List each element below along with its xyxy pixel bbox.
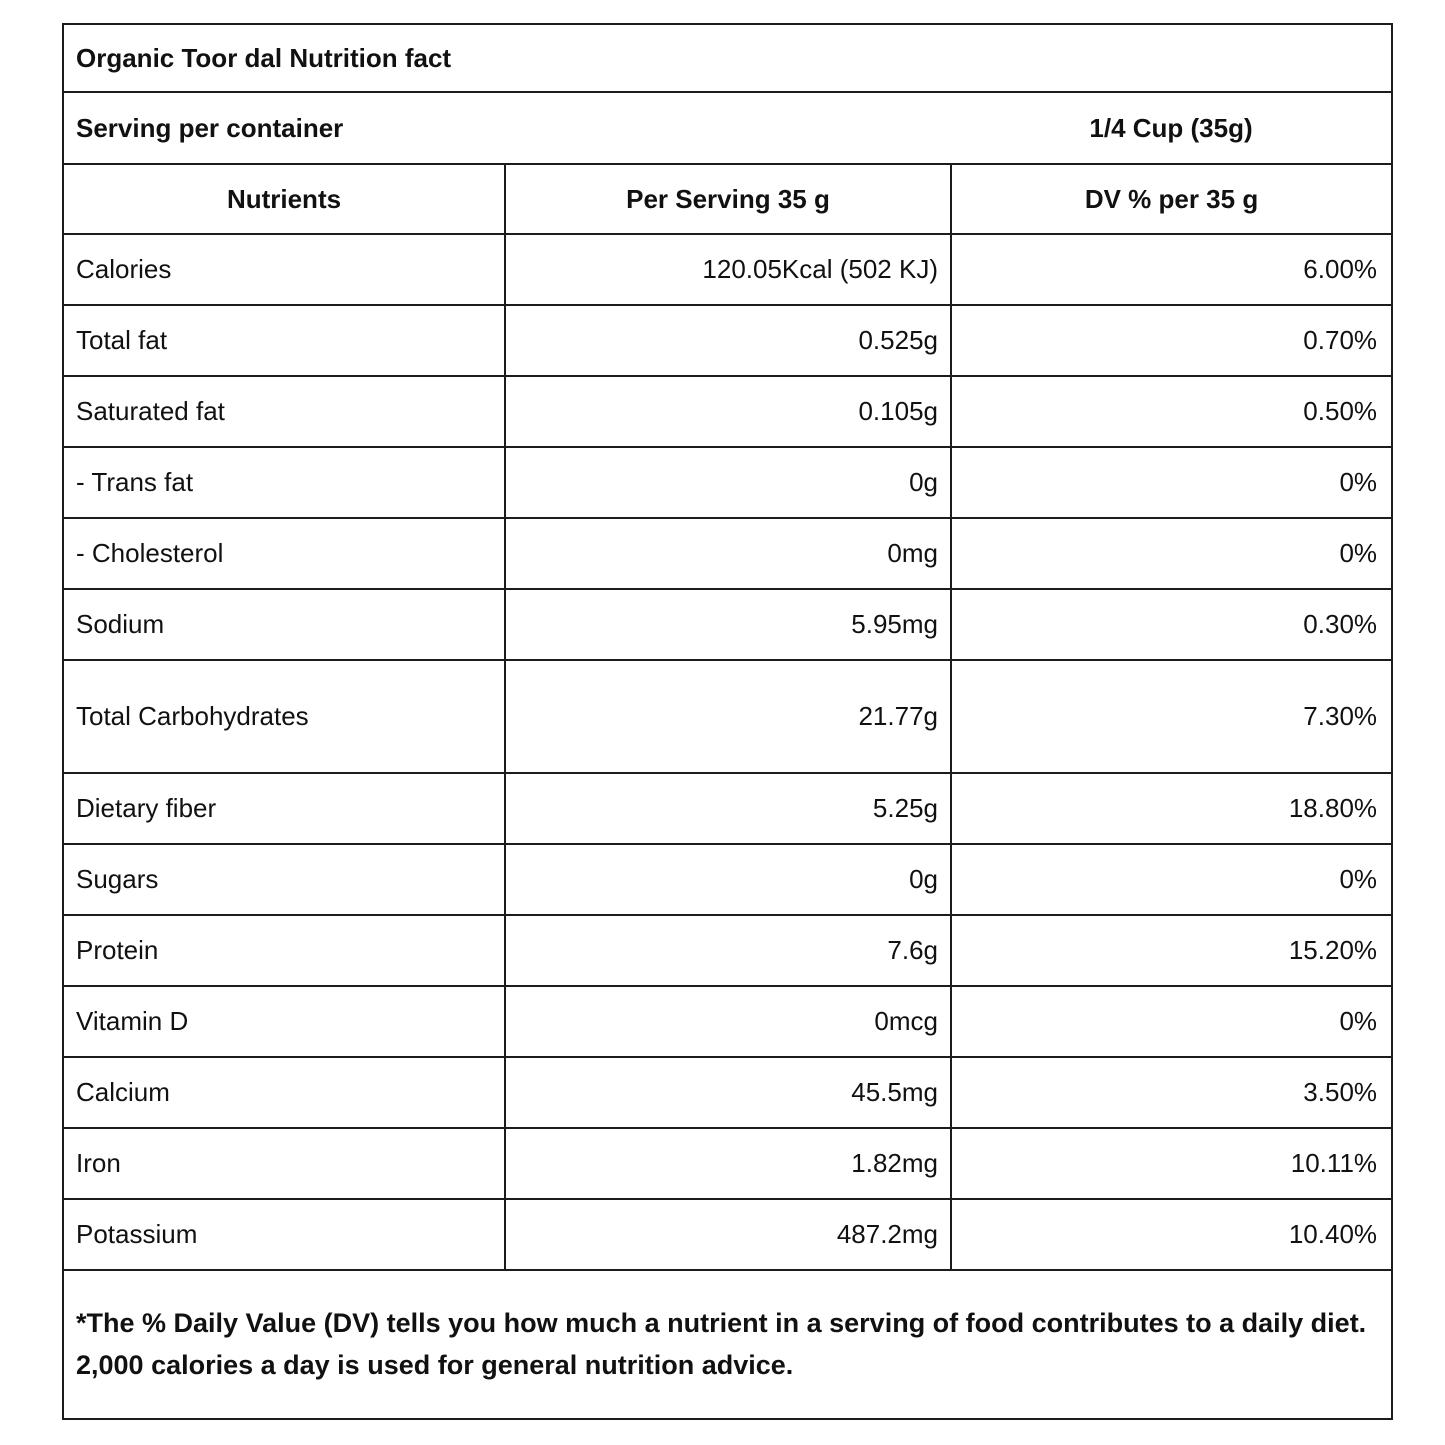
table-row-vitamin-d: Vitamin D 0mcg 0% (62, 985, 1394, 1058)
daily-value-footnote: *The % Daily Value (DV) tells you how mu… (61, 1269, 1394, 1420)
nutrient-name: - Cholesterol (62, 517, 506, 590)
dv-percent-value: 10.11% (949, 1127, 1394, 1200)
table-row-total-carbohydrates: Total Carbohydrates 21.77g 7.30% (62, 659, 1394, 774)
dv-percent-value: 6.00% (949, 233, 1394, 306)
nutrient-name: Calories (62, 233, 506, 306)
dv-percent-value: 0% (949, 517, 1394, 590)
nutrient-name: Dietary fiber (62, 772, 506, 845)
nutrient-name: - Trans fat (62, 446, 506, 519)
dv-percent-value: 0% (949, 843, 1394, 916)
page-title: Organic Toor dal Nutrition fact (61, 23, 1394, 93)
per-serving-value: 0g (504, 446, 952, 519)
per-serving-value: 5.25g (504, 772, 952, 845)
dv-percent-value: 0% (949, 985, 1394, 1058)
nutrient-name: Potassium (62, 1198, 506, 1271)
dv-percent-value: 10.40% (949, 1198, 1394, 1271)
table-row-calories: Calories 120.05Kcal (502 KJ) 6.00% (62, 233, 1394, 306)
dv-percent-value: 0.50% (949, 375, 1394, 448)
table-row-dietary-fiber: Dietary fiber 5.25g 18.80% (62, 772, 1394, 845)
table-row-potassium: Potassium 487.2mg 10.40% (62, 1198, 1394, 1271)
nutrient-name: Total Carbohydrates (62, 659, 506, 774)
serving-spacer-cell (505, 91, 951, 165)
dv-percent-value: 18.80% (949, 772, 1394, 845)
per-serving-value: 0g (504, 843, 952, 916)
nutrient-name: Calcium (62, 1056, 506, 1129)
table-row-sugars: Sugars 0g 0% (62, 843, 1394, 916)
per-serving-value: 0mg (504, 517, 952, 590)
per-serving-value: 45.5mg (504, 1056, 952, 1129)
per-serving-value: 487.2mg (504, 1198, 952, 1271)
footnote-row: *The % Daily Value (DV) tells you how mu… (61, 1269, 1394, 1420)
nutrient-name: Iron (62, 1127, 506, 1200)
serving-row: Serving per container 1/4 Cup (35g) (63, 91, 1393, 165)
table-row-iron: Iron 1.82mg 10.11% (62, 1127, 1394, 1200)
nutrition-facts-table: Organic Toor dal Nutrition fact Serving … (61, 23, 1394, 1420)
table-row-saturated-fat: Saturated fat 0.105g 0.50% (62, 375, 1394, 448)
nutrient-name: Protein (62, 914, 506, 987)
nutrient-name: Saturated fat (62, 375, 506, 448)
per-serving-value: 5.95mg (504, 588, 952, 661)
dv-percent-value: 0.70% (949, 304, 1394, 377)
dv-percent-value: 0% (949, 446, 1394, 519)
per-serving-value: 1.82mg (504, 1127, 952, 1200)
nutrient-name: Sugars (62, 843, 506, 916)
column-header-per-serving: Per Serving 35 g (504, 163, 952, 235)
column-header-nutrients: Nutrients (62, 163, 506, 235)
nutrient-name: Total fat (62, 304, 506, 377)
table-row-protein: Protein 7.6g 15.20% (62, 914, 1394, 987)
title-row: Organic Toor dal Nutrition fact (61, 23, 1394, 93)
serving-size-value: 1/4 Cup (35g) (951, 91, 1393, 165)
dv-percent-value: 0.30% (949, 588, 1394, 661)
per-serving-value: 0.105g (504, 375, 952, 448)
dv-percent-value: 3.50% (949, 1056, 1394, 1129)
table-row-calcium: Calcium 45.5mg 3.50% (62, 1056, 1394, 1129)
serving-per-container-label: Serving per container (63, 91, 505, 165)
per-serving-value: 120.05Kcal (502 KJ) (504, 233, 952, 306)
column-header-dv: DV % per 35 g (949, 163, 1394, 235)
table-row-sodium: Sodium 5.95mg 0.30% (62, 588, 1394, 661)
per-serving-value: 21.77g (504, 659, 952, 774)
dv-percent-value: 7.30% (949, 659, 1394, 774)
column-header-row: Nutrients Per Serving 35 g DV % per 35 g (62, 163, 1394, 235)
table-row-trans-fat: - Trans fat 0g 0% (62, 446, 1394, 519)
nutrient-name: Sodium (62, 588, 506, 661)
nutrient-name: Vitamin D (62, 985, 506, 1058)
table-row-total-fat: Total fat 0.525g 0.70% (62, 304, 1394, 377)
table-row-cholesterol: - Cholesterol 0mg 0% (62, 517, 1394, 590)
per-serving-value: 0mcg (504, 985, 952, 1058)
dv-percent-value: 15.20% (949, 914, 1394, 987)
per-serving-value: 0.525g (504, 304, 952, 377)
per-serving-value: 7.6g (504, 914, 952, 987)
